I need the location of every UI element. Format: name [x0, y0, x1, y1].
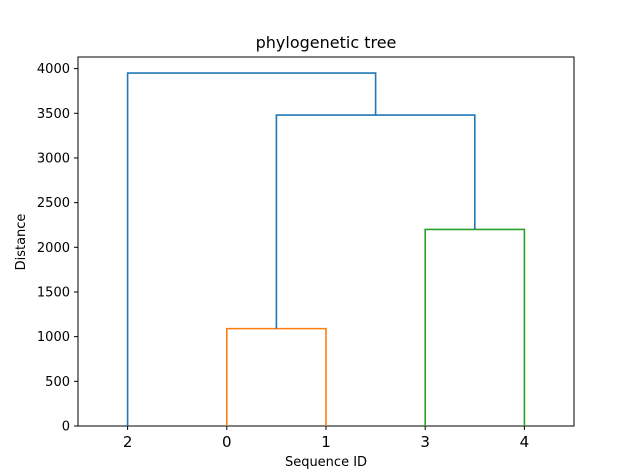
x-axis-label: Sequence ID [285, 455, 367, 470]
x-tick-label: 4 [520, 433, 530, 451]
y-tick-label: 4000 [37, 62, 70, 77]
link-3-4 [424, 228, 526, 426]
x-tick-label: 2 [123, 433, 133, 451]
x-tick-label: 1 [321, 433, 331, 451]
y-tick-label: 2000 [37, 241, 70, 256]
y-tick-label: 1000 [37, 330, 70, 345]
y-tick-label: 3500 [37, 107, 70, 122]
x-axis: 2 0 1 3 4 [123, 426, 529, 451]
y-axis: 0 500 1000 1500 2000 2500 3000 3500 4000 [37, 62, 78, 435]
link-0-1 [226, 327, 327, 426]
y-tick-label: 3000 [37, 151, 70, 166]
y-axis-label: Distance [14, 214, 29, 271]
y-tick-label: 0 [62, 420, 70, 435]
link-01-34 [275, 114, 476, 329]
link-2-root [126, 72, 377, 426]
x-tick-label: 3 [420, 433, 430, 451]
tree-links [126, 72, 526, 426]
x-tick-label: 0 [222, 433, 232, 451]
y-tick-label: 2500 [37, 196, 70, 211]
y-tick-label: 1500 [37, 285, 70, 300]
y-tick-label: 500 [45, 375, 70, 390]
chart-title: phylogenetic tree [256, 33, 397, 52]
